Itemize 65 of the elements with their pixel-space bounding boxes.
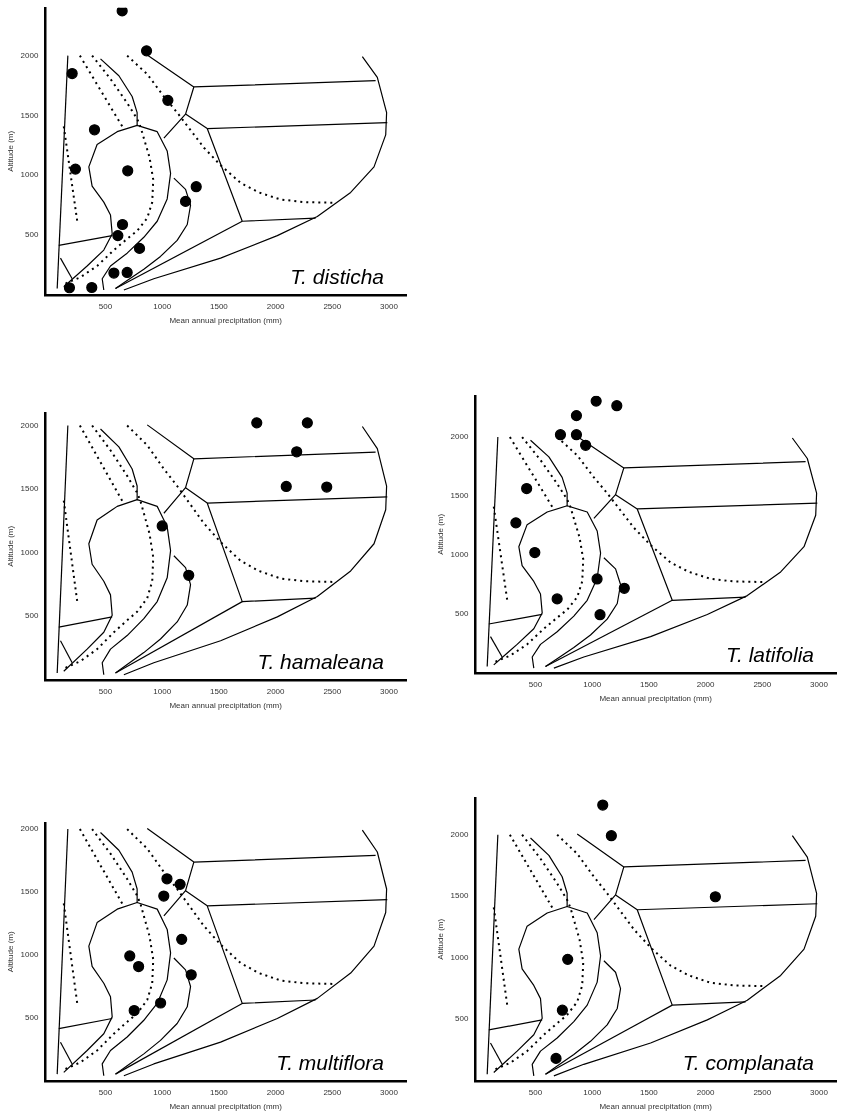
x-tick-label: 1500 (210, 686, 229, 696)
annotation: T. disticha (290, 265, 384, 289)
x-tick-label: 2500 (753, 679, 772, 689)
y-tick-label: 500 (455, 1014, 469, 1024)
annotation: T. latifolia (726, 643, 814, 667)
y-tick-label: 1500 (20, 484, 39, 494)
x-axis-title: Mean annual precipitation (mm) (169, 316, 283, 326)
annotation: T. hamaleana (257, 650, 384, 674)
y-tick-label: 500 (25, 1013, 39, 1023)
x-tick-label: 1000 (153, 301, 172, 311)
y-tick-label: 1500 (450, 491, 469, 501)
x-tick-label: 3000 (380, 1087, 399, 1097)
x-axis-title: Mean annual precipitation (mm) (169, 1102, 283, 1112)
x-tick-label: 1000 (153, 1087, 172, 1097)
x-tick-label: 2500 (753, 1087, 772, 1097)
y-axis-title: Altitude (m) (6, 931, 15, 973)
x-tick-label: 1000 (583, 1087, 602, 1097)
y-tick-label: 1000 (20, 170, 39, 180)
x-tick-label: 1500 (210, 301, 229, 311)
x-tick-label: 1500 (640, 1087, 659, 1097)
y-tick-label: 2000 (20, 420, 39, 430)
x-tick-label: 1500 (640, 679, 659, 689)
y-tick-label: 1000 (20, 950, 39, 960)
y-tick-label: 2000 (450, 829, 469, 839)
x-axis-title: Mean annual precipitation (mm) (599, 1102, 713, 1112)
y-tick-label: 2000 (20, 50, 39, 60)
x-tick-label: 1000 (153, 686, 172, 696)
x-tick-label: 3000 (810, 1087, 829, 1097)
y-axis-title: Altitude (m) (6, 130, 15, 172)
x-tick-label: 500 (528, 1087, 543, 1097)
x-tick-label: 2500 (323, 686, 342, 696)
x-tick-label: 2000 (696, 679, 716, 689)
x-tick-label: 500 (528, 679, 543, 689)
y-tick-label: 1500 (450, 891, 469, 901)
x-tick-label: 3000 (380, 686, 399, 696)
y-tick-label: 500 (25, 230, 39, 240)
x-axis-title: Mean annual precipitation (mm) (169, 701, 283, 711)
y-tick-label: 500 (455, 609, 469, 619)
annotation: T. multiflora (276, 1051, 384, 1075)
x-tick-label: 2000 (266, 686, 286, 696)
y-tick-label: 1000 (20, 547, 39, 557)
y-tick-label: 1000 (450, 952, 469, 962)
x-tick-label: 2000 (696, 1087, 716, 1097)
x-tick-label: 500 (98, 301, 113, 311)
x-axis-title: Mean annual precipitation (mm) (599, 694, 713, 704)
x-tick-label: 3000 (380, 301, 399, 311)
x-tick-label: 1000 (583, 679, 602, 689)
x-tick-label: 2500 (323, 1087, 342, 1097)
x-tick-label: 2000 (266, 1087, 286, 1097)
x-tick-label: 1500 (210, 1087, 229, 1097)
y-axis-title: Altitude (m) (436, 513, 445, 555)
y-axis-title: Altitude (m) (6, 525, 15, 567)
y-tick-label: 2000 (450, 432, 469, 442)
x-tick-label: 2500 (323, 301, 342, 311)
y-tick-label: 500 (25, 611, 39, 621)
x-tick-label: 500 (98, 1087, 113, 1097)
y-tick-label: 1500 (20, 110, 39, 120)
x-tick-label: 500 (98, 686, 113, 696)
y-axis-title: Altitude (m) (436, 918, 445, 960)
y-tick-label: 1500 (20, 887, 39, 897)
y-tick-label: 1000 (450, 550, 469, 560)
y-tick-label: 2000 (20, 824, 39, 834)
x-tick-label: 2000 (266, 301, 286, 311)
x-tick-label: 3000 (810, 679, 829, 689)
annotation: T. complanata (682, 1051, 814, 1075)
